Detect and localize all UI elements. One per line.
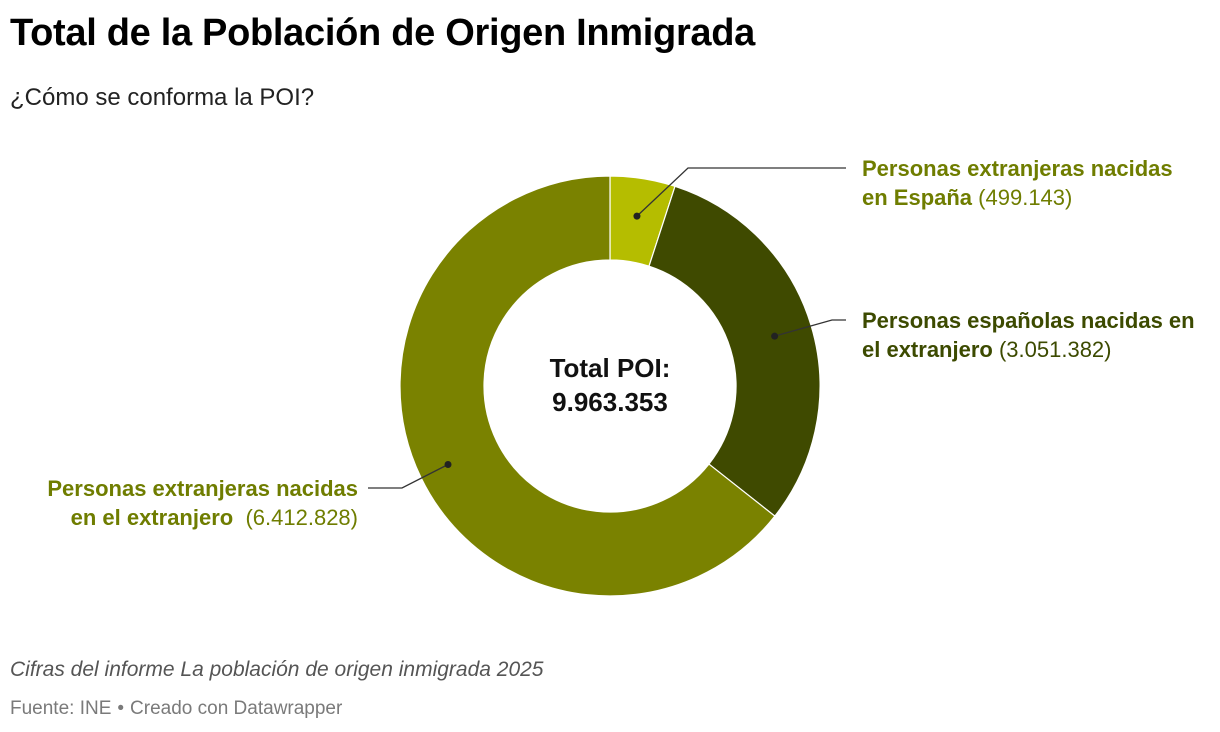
slice-label-line: en España (499.143) [862, 183, 1173, 212]
center-total-caption: Total POI: [549, 353, 671, 383]
slice-foreign-born-abroad [399, 175, 776, 597]
slice-label-line: el extranjero (3.051.382) [862, 335, 1195, 364]
slice-label-foreign-born-abroad: Personas extranjeras nacidas en el extra… [47, 474, 358, 532]
slice-label-line: Personas extranjeras nacidas [47, 474, 358, 503]
leader-dot [633, 212, 641, 220]
slice-label-line: Personas españolas nacidas en [862, 306, 1195, 335]
slice-label-line: Personas extranjeras nacidas [862, 154, 1173, 183]
slice-label-name: en España [862, 185, 973, 210]
slice-label-spanish-born-abroad: Personas españolas nacidas en el extranj… [862, 306, 1195, 364]
chart-subtitle: ¿Cómo se conforma la POI? [10, 84, 315, 111]
slice-label-name: el extranjero [862, 337, 993, 362]
footer-note: Cifras del informe La población de orige… [10, 658, 544, 681]
leader-line [368, 463, 449, 489]
source-text: Fuente: INE [10, 698, 112, 719]
slice-label-name: Personas españolas nacidas en [862, 308, 1195, 333]
slice-label-name: Personas extranjeras nacidas [862, 156, 1173, 181]
slice-label-value: (6.412.828) [245, 505, 358, 530]
leader-dot [771, 332, 779, 340]
leader-dot [444, 460, 452, 468]
slice-label-value: (3.051.382) [998, 337, 1112, 362]
slice-label-value: (499.143) [978, 185, 1073, 210]
slice-label-name: Personas extranjeras nacidas [47, 476, 358, 501]
chart-title: Total de la Población de Origen Inmigrad… [10, 12, 756, 54]
footer-source: Fuente: INE • Creado con Datawrapper [10, 698, 342, 720]
slice-spanish-born-abroad [648, 185, 821, 517]
label-leader-lines [368, 167, 846, 489]
center-total-value: 9.963.353 [552, 387, 668, 417]
donut-slices [399, 175, 821, 597]
slice-label-line: en el extranjero (6.412.828) [47, 503, 358, 532]
slice-label-foreign-born-spain: Personas extranjeras nacidas en España (… [862, 154, 1173, 212]
center-total-label: Total POI: 9.963.353 [460, 351, 760, 419]
source-separator: • [117, 698, 125, 719]
datawrapper-credit-link[interactable]: Creado con Datawrapper [130, 698, 343, 719]
leader-line [636, 167, 846, 217]
leader-line [774, 319, 846, 337]
slice-label-name: en el extranjero [70, 505, 234, 530]
